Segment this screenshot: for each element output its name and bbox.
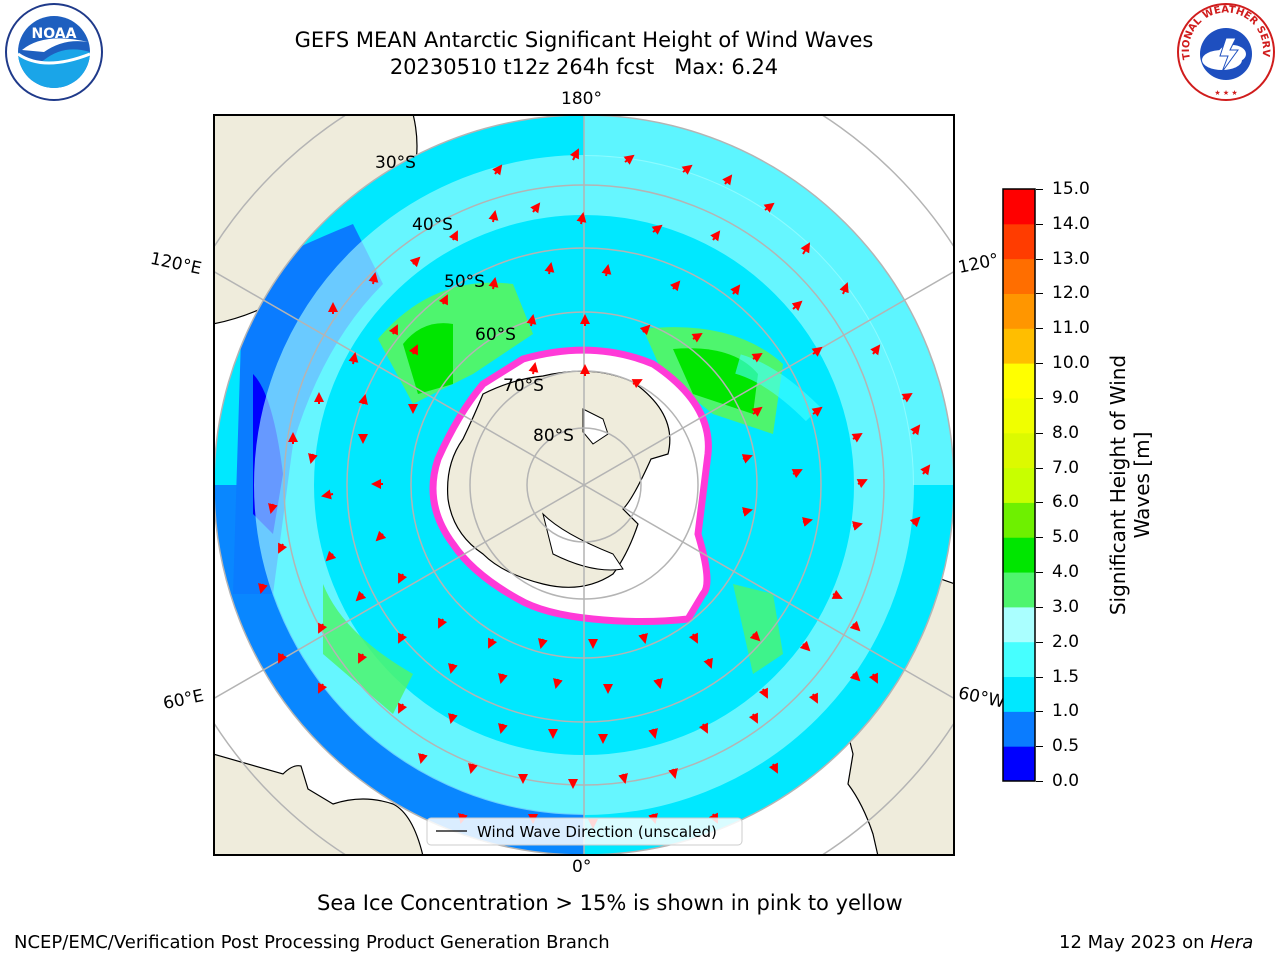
colorbar-tick-mark [1036, 189, 1043, 190]
colorbar-tick-label: 4.0 [1052, 562, 1080, 583]
colorbar-label: Significant Height of Wind Waves [m] [1106, 354, 1154, 616]
colorbar-tick-label: 5.0 [1052, 527, 1080, 548]
colorbar-bin [1003, 676, 1035, 712]
colorbar-bin [1003, 467, 1035, 503]
colorbar-bin [1003, 189, 1035, 225]
colorbar-tick-mark [1036, 293, 1043, 295]
colorbar-tick-label: 13.0 [1052, 248, 1090, 269]
chart-title: GEFS MEAN Antarctic Significant Height o… [294, 28, 874, 52]
chart-subtitle: 20230510 t12z 264h fcst Max: 6.24 [389, 55, 779, 79]
colorbar-bin [1003, 363, 1035, 399]
lon-label-0: 0° [572, 857, 592, 877]
colorbar-tick-label: 14.0 [1052, 213, 1090, 234]
colorbar-bin [1003, 606, 1035, 643]
noaa-logo-text: NOAA [32, 26, 77, 42]
wind-wave-arrows [258, 148, 931, 829]
legend-label: Wind Wave Direction (unscaled) [477, 823, 717, 841]
colorbar-tick-label: 0.5 [1052, 736, 1080, 757]
colorbar-bin [1003, 537, 1035, 573]
colorbar-tick-mark [1036, 363, 1043, 365]
colorbar-tick-mark [1036, 676, 1043, 678]
lat-label-50s: 50°S [444, 272, 485, 292]
colorbar-tick-label: 8.0 [1052, 422, 1080, 443]
lat-label-60s: 60°S [475, 325, 516, 345]
colorbar-tick-mark [1036, 223, 1043, 225]
svg-text:★ ★ ★: ★ ★ ★ [1214, 89, 1237, 97]
lon-label-60w: 60°W [956, 683, 1007, 713]
lon-label-120e: 120°E [148, 248, 204, 280]
lon-label-180: 180° [561, 89, 602, 109]
footer-right: 12 May 2023 on Hera [1059, 932, 1253, 953]
colorbar-bin [1003, 641, 1035, 678]
colorbar-bin [1003, 328, 1035, 364]
colorbar-tick-label: 2.0 [1052, 631, 1080, 652]
nws-logo: NATIONAL WEATHER SERVICE ★ ★ ★ [1176, 2, 1275, 101]
colorbar-tick-label: 10.0 [1052, 353, 1090, 374]
colorbar-bin [1003, 432, 1035, 469]
colorbar-tick-mark [1036, 328, 1043, 330]
colorbar-tick-label: 1.0 [1052, 701, 1080, 722]
colorbar-tick-label: 1.5 [1052, 666, 1080, 687]
lat-label-70s: 70°S [503, 376, 544, 396]
colorbar-tick-mark [1036, 641, 1043, 643]
colorbar-bin [1003, 293, 1035, 329]
lat-label-30s: 30°S [375, 153, 416, 173]
sea-ice-note: Sea Ice Concentration > 15% is shown in … [317, 891, 903, 915]
colorbar-bin [1003, 258, 1035, 294]
colorbar-bin [1003, 397, 1035, 434]
colorbar-tick-mark [1036, 606, 1043, 608]
colorbar-tick-label: 3.0 [1052, 596, 1080, 617]
lon-label-120w: 120° [956, 249, 1001, 279]
colorbar-tick-mark [1036, 711, 1043, 713]
colorbar-tick-label: 11.0 [1052, 318, 1090, 339]
map-legend: Wind Wave Direction (unscaled) [426, 817, 743, 846]
colorbar-tick-label: 0.0 [1052, 771, 1080, 791]
colorbar-tick-mark [1036, 537, 1043, 539]
footer-machine: Hera [1210, 932, 1254, 953]
africa-land [214, 753, 424, 855]
lat-label-40s: 40°S [412, 215, 453, 235]
colorbar-tick-label: 7.0 [1052, 457, 1080, 478]
colorbar-tick-mark [1036, 746, 1043, 748]
colorbar-tick-label: 15.0 [1052, 179, 1090, 199]
colorbar-bin [1003, 223, 1035, 260]
colorbar-tick-mark [1036, 572, 1043, 574]
colorbar-tick-label: 6.0 [1052, 492, 1080, 513]
footer-date: 12 May 2023 on [1059, 932, 1211, 953]
colorbar-tick-mark [1036, 432, 1043, 434]
polar-map: 30°S 40°S 50°S 60°S 70°S 80°S Wind Wave … [213, 114, 955, 856]
colorbar-bin [1003, 746, 1035, 782]
colorbar-tick-mark [1036, 397, 1043, 399]
colorbar-bin [1003, 572, 1035, 608]
lat-label-80s: 80°S [533, 426, 574, 446]
colorbar-tick-mark [1036, 258, 1043, 260]
colorbar-tick-label: 9.0 [1052, 387, 1080, 408]
noaa-logo: NOAA [5, 3, 103, 101]
colorbar-tick-label: 12.0 [1052, 283, 1090, 304]
footer-left: NCEP/EMC/Verification Post Processing Pr… [14, 932, 610, 953]
lon-label-60e: 60°E [161, 685, 206, 715]
colorbar-bin [1003, 711, 1035, 747]
colorbar-tick-mark [1036, 502, 1043, 504]
colorbar-bin [1003, 502, 1035, 538]
colorbar-tick-mark [1036, 467, 1043, 469]
colorbar [1002, 188, 1036, 782]
colorbar-tick-mark [1036, 781, 1043, 782]
